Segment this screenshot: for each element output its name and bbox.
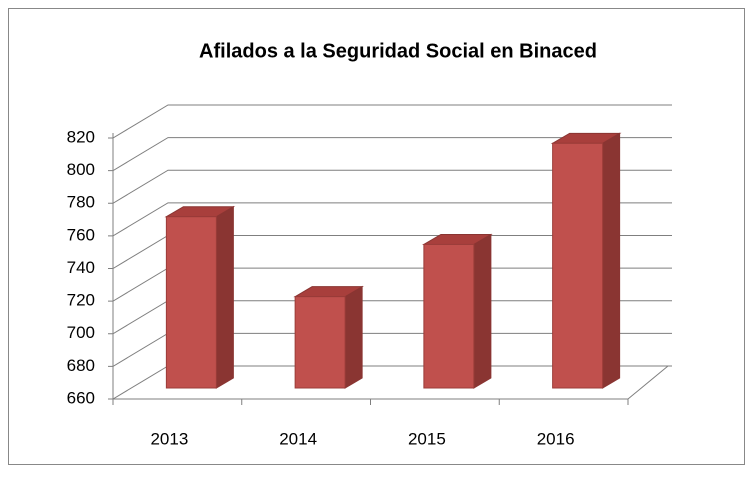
grid-line <box>108 267 672 302</box>
grid-line <box>108 137 672 172</box>
grid-line <box>108 169 672 204</box>
bar <box>165 216 217 389</box>
bar-side <box>602 132 621 389</box>
y-tick-label: 820 <box>67 127 95 146</box>
y-tick-label: 780 <box>67 193 95 212</box>
grid-line <box>108 235 672 269</box>
chart-title: Afilados a la Seguridad Social en Binace… <box>199 40 597 62</box>
x-tick-label: 2014 <box>279 429 317 448</box>
bar <box>294 296 346 389</box>
y-tick-label: 700 <box>67 323 95 342</box>
y-tick-label: 800 <box>67 160 95 179</box>
bar-side <box>344 285 363 389</box>
y-tick-label: 720 <box>67 291 95 310</box>
bar <box>552 142 604 389</box>
x-tick-label: 2015 <box>408 429 446 448</box>
grid-line <box>108 365 672 400</box>
y-tick-label: 760 <box>67 225 95 244</box>
grid-line <box>108 104 672 139</box>
bar-side <box>215 205 234 389</box>
bar <box>423 243 475 389</box>
bar-side <box>473 233 492 389</box>
x-tick-label: 2016 <box>537 429 575 448</box>
x-tick-label: 2013 <box>150 429 188 448</box>
y-tick-label: 680 <box>67 356 95 375</box>
grid-line <box>108 332 672 367</box>
grid-line <box>108 300 672 335</box>
grid-line <box>108 202 672 237</box>
y-tick-label: 660 <box>67 388 95 407</box>
chart-frame <box>8 8 745 465</box>
y-tick-label: 740 <box>67 258 95 277</box>
